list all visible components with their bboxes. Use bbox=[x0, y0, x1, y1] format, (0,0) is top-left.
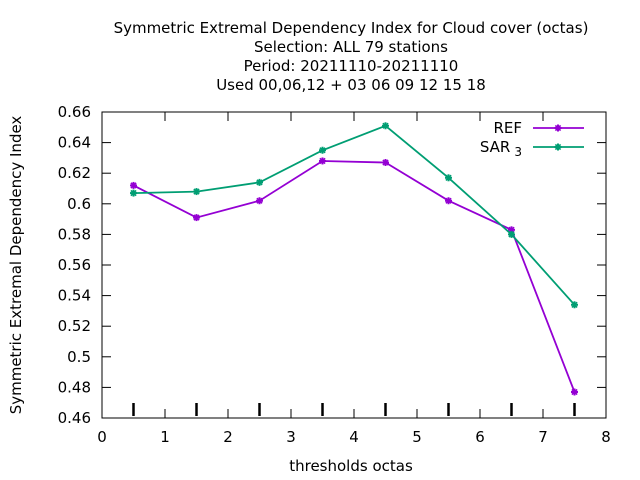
legend-label: SAR 3 bbox=[480, 138, 522, 159]
data-point bbox=[571, 388, 578, 396]
series-line bbox=[133, 160, 576, 393]
x-tick-label: 3 bbox=[286, 428, 296, 446]
data-point bbox=[445, 174, 452, 182]
series-sar3 bbox=[130, 122, 578, 309]
chart-title: Symmetric Extremal Dependency Index for … bbox=[114, 19, 589, 94]
y-tick-label: 0.56 bbox=[58, 256, 91, 274]
y-tick-label: 0.66 bbox=[58, 103, 91, 121]
y-tick-label: 0.58 bbox=[58, 225, 91, 243]
data-point bbox=[319, 157, 326, 165]
title-line-2: Selection: ALL 79 stations bbox=[254, 38, 448, 56]
legend-entry-ref: REF bbox=[493, 119, 584, 137]
data-point bbox=[571, 301, 578, 309]
legend-entry-sar3: SAR 3 bbox=[480, 138, 584, 159]
x-axis-label: thresholds octas bbox=[289, 457, 413, 475]
x-tick-label: 8 bbox=[601, 428, 611, 446]
x-axis: 0 1 2 3 4 5 6 7 8 bbox=[97, 112, 611, 446]
x-tick-label: 1 bbox=[160, 428, 170, 446]
data-point bbox=[130, 189, 137, 197]
data-point bbox=[382, 122, 389, 130]
legend-label: REF bbox=[493, 119, 522, 137]
data-point bbox=[256, 197, 263, 205]
data-point bbox=[445, 197, 452, 205]
title-line-1: Symmetric Extremal Dependency Index for … bbox=[114, 19, 589, 37]
y-tick-label: 0.64 bbox=[58, 134, 91, 152]
x-tick-label: 7 bbox=[538, 428, 548, 446]
y-tick-label: 0.46 bbox=[58, 409, 91, 427]
data-point bbox=[554, 143, 562, 151]
y-tick-label: 0.52 bbox=[58, 317, 91, 335]
y-tick-label: 0.62 bbox=[58, 164, 91, 182]
threshold-markers bbox=[132, 403, 576, 416]
y-axis-label: Symmetric Extremal Dependency Index bbox=[7, 116, 25, 415]
y-axis: 0.46 0.48 0.5 0.52 0.54 0.56 0.58 0.6 0.62 0.64 0.… bbox=[58, 103, 606, 427]
data-point bbox=[130, 181, 137, 189]
data-point bbox=[256, 178, 263, 186]
y-tick-label: 0.6 bbox=[67, 195, 91, 213]
data-point bbox=[508, 230, 515, 238]
x-tick-label: 0 bbox=[97, 428, 107, 446]
x-tick-label: 5 bbox=[412, 428, 422, 446]
y-tick-label: 0.5 bbox=[67, 348, 91, 366]
data-point bbox=[554, 124, 562, 132]
y-tick-label: 0.48 bbox=[58, 378, 91, 396]
data-point bbox=[193, 214, 200, 222]
plot-frame bbox=[101, 111, 607, 419]
data-point bbox=[382, 158, 389, 166]
series-line bbox=[133, 124, 576, 306]
data-point bbox=[193, 188, 200, 196]
x-tick-label: 4 bbox=[349, 428, 359, 446]
data-point bbox=[319, 146, 326, 154]
y-tick-label: 0.54 bbox=[58, 287, 91, 305]
x-tick-label: 2 bbox=[223, 428, 233, 446]
title-line-3: Period: 20211110-20211110 bbox=[244, 57, 459, 75]
series-group bbox=[130, 122, 578, 396]
title-line-4: Used 00,06,12 + 03 06 09 12 15 18 bbox=[216, 76, 486, 94]
x-tick-label: 6 bbox=[475, 428, 485, 446]
